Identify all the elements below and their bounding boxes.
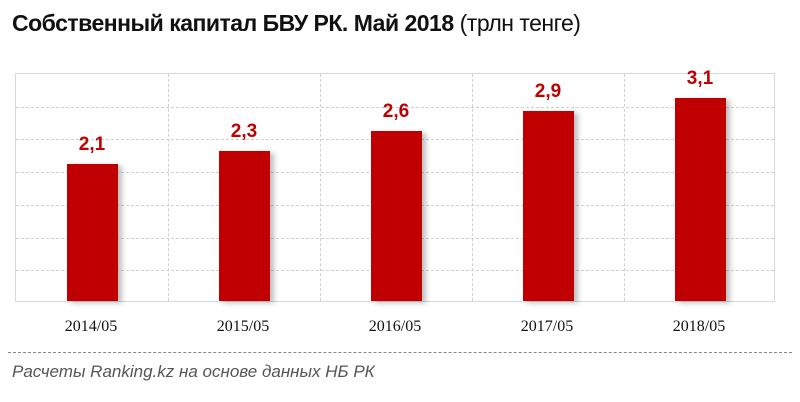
chart-unit: (трлн тенге) — [459, 10, 581, 36]
x-tick-label: 2018/05 — [672, 318, 726, 335]
data-label: 2,9 — [534, 81, 562, 103]
bar-2018-05 — [674, 98, 726, 301]
footer-divider — [8, 352, 792, 353]
x-tick-label: 2015/05 — [216, 318, 270, 335]
x-tick-label: 2017/05 — [520, 318, 574, 335]
chart-title: Собственный капитал БВУ РК. Май 2018 (трл… — [12, 10, 581, 37]
bar-2015-05 — [218, 150, 270, 301]
gridline-vertical — [624, 74, 625, 301]
bar-2017-05 — [522, 111, 574, 301]
data-label: 2,1 — [78, 133, 106, 155]
data-label: 3,1 — [686, 68, 714, 90]
x-tick-label: 2014/05 — [64, 318, 118, 335]
data-label: 2,6 — [382, 100, 410, 122]
x-tick-label: 2016/05 — [368, 318, 422, 335]
gridline-vertical — [472, 74, 473, 301]
gridline-vertical — [320, 74, 321, 301]
plot-area: 2,1 2,3 2,6 2,9 3,1 — [15, 68, 775, 302]
gridline-vertical — [168, 74, 169, 301]
data-label: 2,3 — [230, 120, 258, 142]
bar-2016-05 — [370, 130, 422, 301]
gridline-horizontal — [16, 106, 774, 108]
source-note: Расчеты Ranking.kz на основе данных НБ Р… — [12, 362, 375, 381]
bar-2014-05 — [66, 163, 118, 301]
chart-title-text: Собственный капитал БВУ РК. Май 2018 — [12, 10, 454, 36]
